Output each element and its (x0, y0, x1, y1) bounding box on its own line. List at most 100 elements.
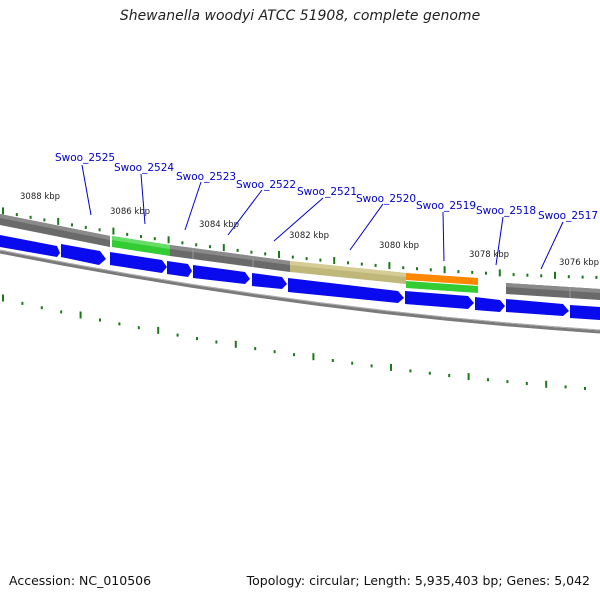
minor-tick (448, 374, 451, 377)
major-tick (467, 373, 470, 381)
major-tick (57, 217, 60, 225)
minor-tick (21, 301, 24, 305)
gene-label-swoo-2518[interactable]: Swoo_2518 (476, 205, 536, 217)
kbp-label: 3088 kbp (20, 192, 60, 202)
minor-tick (291, 255, 294, 259)
kbp-labels: 3088 kbp 3086 kbp 3084 kbp 3082 kbp 3080… (20, 192, 599, 268)
minor-tick (40, 306, 43, 310)
minor-tick (43, 218, 46, 222)
kbp-label: 3086 kbp (110, 207, 150, 217)
lower-ruler-ticks (2, 294, 586, 390)
leader-line (140, 173, 146, 225)
minor-tick (581, 275, 584, 279)
leader-line (227, 189, 263, 236)
minor-tick (370, 364, 373, 368)
backbone-segment (506, 283, 600, 293)
major-tick (167, 236, 170, 244)
minor-tick (137, 326, 140, 330)
gene-arrow (61, 244, 106, 265)
minor-tick (540, 274, 543, 278)
kbp-label: 3076 kbp (559, 258, 599, 268)
major-tick (388, 262, 391, 270)
green-feature-highlight (112, 236, 170, 249)
gene-arrow (252, 273, 287, 289)
leader-line (442, 211, 445, 262)
accession-text: Accession: NC_010506 (9, 573, 152, 588)
gene-label-swoo-2525[interactable]: Swoo_2525 (55, 152, 115, 164)
gene-arrow (405, 291, 474, 309)
leader-line (273, 197, 324, 242)
minor-tick (209, 245, 211, 249)
minor-tick (176, 333, 179, 337)
minor-tick (250, 250, 253, 254)
kbp-label: 3080 kbp (379, 241, 419, 251)
minor-tick (84, 225, 87, 229)
minor-tick (457, 270, 460, 274)
minor-tick (526, 273, 529, 277)
minor-tick (351, 361, 354, 365)
gene-label-swoo-2520[interactable]: Swoo_2520 (356, 193, 416, 205)
minor-tick (236, 248, 239, 252)
minor-tick (195, 243, 198, 247)
minor-tick (99, 318, 101, 322)
inner-backbone-highlight (0, 249, 600, 331)
minor-tick (305, 257, 308, 261)
gene-arrow (0, 235, 60, 257)
leader-line (349, 203, 384, 251)
minor-tick (264, 252, 267, 256)
minor-tick (126, 232, 129, 236)
minor-tick (409, 369, 412, 373)
gene-label-swoo-2524[interactable]: Swoo_2524 (114, 162, 174, 174)
major-tick (222, 244, 225, 252)
gene-label-swoo-2521[interactable]: Swoo_2521 (297, 186, 357, 198)
minor-tick (254, 347, 257, 351)
kbp-label: 3082 kbp (289, 231, 329, 241)
orange-feature-swoo-2519 (406, 273, 478, 285)
minor-tick (506, 380, 509, 384)
gene-labels: Swoo_2525 Swoo_2524 Swoo_2523 Swoo_2522 … (55, 152, 598, 222)
major-tick (554, 271, 556, 279)
backbone-segment (0, 214, 110, 240)
gene-arrow (288, 278, 404, 303)
gene-arrow (506, 299, 569, 316)
minor-tick (416, 267, 418, 271)
major-tick (390, 363, 392, 371)
inner-backbone-line (0, 250, 600, 334)
backbone-segment (170, 245, 290, 265)
genome-summary-text: Topology: circular; Length: 5,935,403 bp… (246, 573, 590, 588)
minor-tick (60, 310, 63, 314)
minor-tick (471, 270, 474, 274)
minor-tick (71, 223, 73, 227)
major-tick (545, 380, 548, 388)
minor-tick (525, 382, 528, 385)
gene-label-swoo-2522[interactable]: Swoo_2522 (236, 179, 296, 191)
minor-tick (153, 237, 156, 241)
gene-arrows (0, 235, 600, 320)
major-tick (312, 353, 315, 361)
leader-line (540, 221, 564, 270)
gene-label-swoo-2517[interactable]: Swoo_2517 (538, 210, 598, 222)
leader-line (184, 181, 202, 231)
minor-tick (512, 273, 515, 277)
upper-backbone (0, 214, 600, 300)
map-title: Shewanella woodyi ATCC 51908, complete g… (119, 8, 481, 24)
gene-label-swoo-2519[interactable]: Swoo_2519 (416, 200, 476, 212)
minor-tick (487, 378, 489, 382)
minor-tick (360, 262, 363, 266)
minor-tick (564, 385, 567, 389)
olive-feature-highlight (290, 261, 406, 277)
kbp-label: 3084 kbp (199, 220, 239, 230)
minor-tick (595, 275, 598, 279)
major-tick (2, 207, 4, 215)
gene-arrow (475, 297, 505, 312)
minor-tick (402, 266, 405, 270)
major-tick (2, 294, 4, 302)
gene-label-swoo-2523[interactable]: Swoo_2523 (176, 171, 236, 183)
minor-tick (215, 340, 218, 344)
upper-ruler-ticks (2, 207, 598, 279)
minor-tick (428, 371, 431, 375)
minor-tick (98, 228, 101, 232)
major-tick (112, 227, 115, 235)
minor-tick (347, 261, 349, 265)
